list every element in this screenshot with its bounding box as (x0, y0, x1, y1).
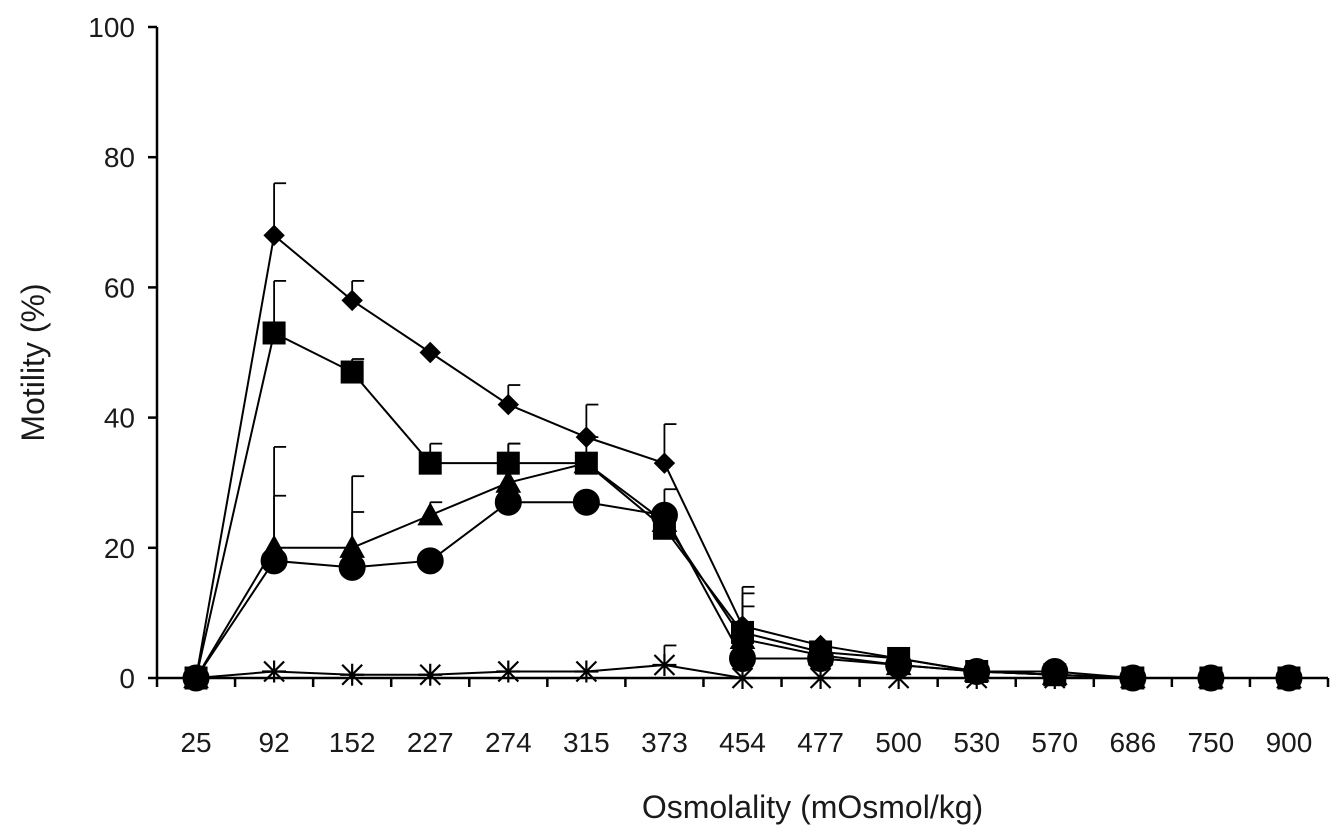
x-tick-label-13: 750 (1188, 727, 1235, 758)
x-tick-label-8: 477 (797, 727, 844, 758)
point-star-7 (730, 667, 755, 689)
point-diamond-6 (653, 452, 676, 474)
point-circle-4 (494, 488, 522, 516)
x-tick-label-14: 900 (1266, 727, 1313, 758)
point-triangle-5 (573, 450, 600, 474)
point-star-3 (418, 663, 443, 686)
tick-labels: 0 20 40 60 80 100 25 92 152 227 274 315 373 454 477 500… (88, 12, 1312, 758)
point-star-5 (574, 660, 599, 683)
point-square-2 (340, 360, 364, 384)
y-tick-label-5: 100 (88, 12, 135, 43)
point-star-1 (262, 660, 287, 683)
series-layer (182, 182, 1303, 692)
point-star-10 (964, 667, 989, 689)
point-circle-6 (650, 501, 678, 529)
y-tick-label-1: 20 (104, 533, 135, 564)
point-star-14 (1276, 667, 1301, 689)
axes (155, 27, 1328, 680)
point-diamond-3 (419, 341, 441, 364)
x-axis-title: Osmolality (mOsmol/kg) (642, 789, 983, 825)
y-tick-label-2: 40 (104, 403, 135, 434)
y-axis-title: Motility (%) (15, 283, 51, 441)
point-star-9 (886, 667, 911, 689)
x-tick-label-12: 686 (1109, 727, 1156, 758)
x-tick-label-5: 315 (563, 727, 610, 758)
x-tick-label-1: 92 (259, 727, 290, 758)
point-square-3 (418, 451, 442, 475)
tick-marks (148, 25, 1330, 687)
point-diamond-4 (497, 393, 520, 416)
series-star (184, 644, 1301, 689)
point-star-0 (184, 667, 209, 689)
point-triangle-3 (417, 502, 444, 526)
point-circle-2 (338, 553, 366, 581)
point-diamond-2 (341, 289, 363, 312)
point-circle-3 (416, 547, 444, 575)
y-tick-label-3: 60 (104, 272, 135, 303)
x-tick-label-6: 373 (641, 727, 688, 758)
y-tick-label-0: 0 (119, 663, 135, 694)
x-tick-label-3: 227 (407, 727, 454, 758)
point-circle-5 (572, 488, 600, 516)
x-tick-label-11: 570 (1031, 727, 1078, 758)
x-tick-label-7: 454 (719, 727, 766, 758)
point-star-11 (1042, 667, 1067, 689)
x-tick-label-10: 530 (953, 727, 1000, 758)
point-star-13 (1198, 667, 1223, 689)
point-square-1 (262, 321, 286, 345)
x-tick-label-0: 25 (180, 727, 211, 758)
y-tick-label-4: 80 (104, 142, 135, 173)
point-star-6 (652, 653, 677, 676)
point-star-2 (340, 663, 365, 686)
x-tick-label-9: 500 (875, 727, 922, 758)
point-star-4 (496, 660, 521, 683)
x-tick-label-4: 274 (485, 727, 532, 758)
point-circle-1 (260, 547, 288, 575)
point-star-8 (808, 667, 833, 689)
x-tick-label-2: 152 (329, 727, 376, 758)
point-star-12 (1120, 667, 1145, 689)
point-diamond-1 (263, 224, 285, 247)
